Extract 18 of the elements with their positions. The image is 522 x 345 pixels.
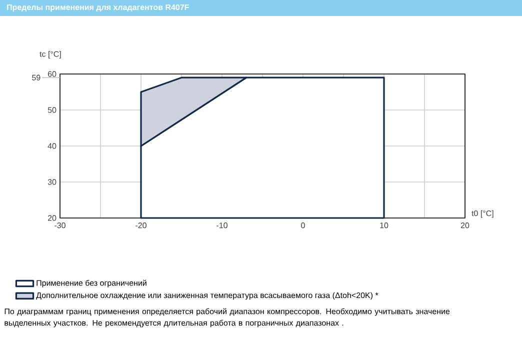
- x-tick-label: 20: [460, 222, 470, 228]
- legend-label: Дополнительное охлаждение или заниженная температура всасываемого газа (Δtoh<20K) *: [36, 292, 378, 300]
- chart-title: Пределы применения для хладагентов R407F: [7, 4, 189, 12]
- ref-line-label: 59: [32, 74, 40, 80]
- y-tick-label: 40: [48, 143, 56, 149]
- y-tick-label: 20: [48, 215, 56, 221]
- x-tick-label: 0: [301, 222, 305, 228]
- y-tick-label: 60: [48, 71, 56, 77]
- y-tick-label: 30: [48, 179, 56, 185]
- x-tick-label: -30: [54, 222, 66, 228]
- x-tick-label: -20: [136, 222, 146, 228]
- y-axis-title: tc [°C]: [40, 51, 61, 58]
- x-tick-label: 10: [380, 222, 388, 228]
- y-tick-label: 50: [48, 107, 56, 113]
- legend-label: Применение без ограничений: [36, 280, 146, 288]
- x-axis-title: t0 [°C]: [472, 210, 494, 218]
- x-tick-label: -10: [216, 222, 228, 228]
- text: По диаграммам границ применения определяется рабочий диапазон компрессоров. Необходимо учитывать значение выделенных участков. Не рекомендуется длительная работа в пограничных диапазонах .: [4, 308, 450, 328]
